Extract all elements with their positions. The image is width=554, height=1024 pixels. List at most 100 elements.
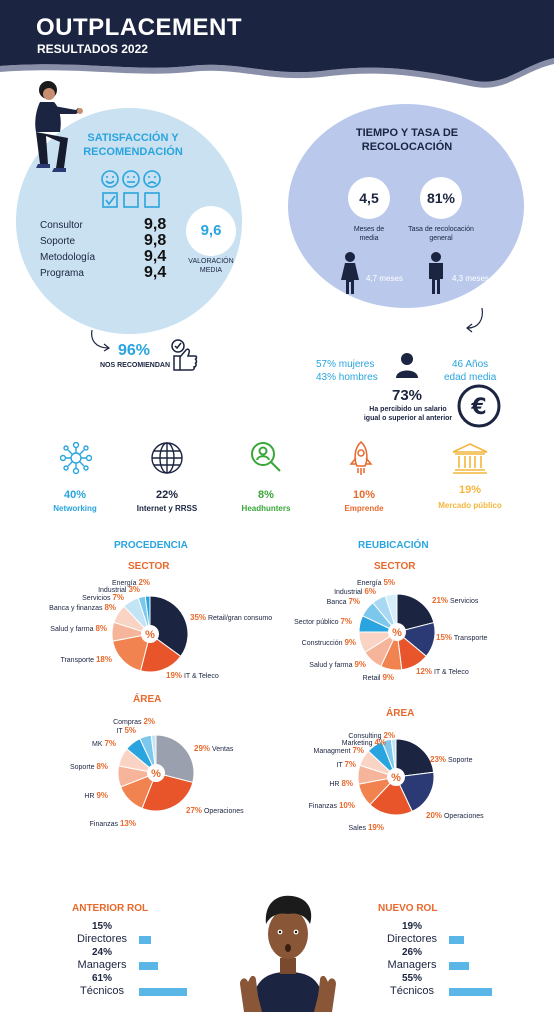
channel-value-0: 40% (63, 489, 87, 501)
network-icon (60, 442, 92, 474)
men-pct: 43% hombres (316, 372, 378, 383)
satisfaction-label-programa: Programa (40, 268, 84, 279)
salary-value: 73% (392, 387, 423, 404)
women-months: 4,7 meses (366, 274, 403, 283)
previous-role-bar-0 (139, 936, 151, 944)
pie0-label-0: 35% Retail/gran consumo (190, 613, 272, 622)
rate-value: 81% (426, 190, 456, 206)
pie0-slice-0 (149, 595, 189, 658)
satisfaction-value-consultor: 9,8 (144, 216, 167, 233)
relocation-sector-title: SECTOR (374, 561, 416, 572)
pie1-label-6: Sector público 7% (294, 617, 352, 626)
pie3-slice-1 (395, 771, 435, 813)
rocket-icon (349, 441, 373, 475)
channel-label-0: Networking (53, 504, 97, 513)
pie3-label-8: Consulting 2% (348, 731, 395, 740)
months-label-1: Meses de (353, 226, 385, 233)
channel-label-1: Internet y RRSS (136, 504, 198, 513)
satisfaction-title-1: SATISFACCIÓN Y (87, 132, 179, 144)
channel-value-1: 22% (155, 489, 179, 501)
pie3-label-1: 20% Operaciones (426, 811, 484, 820)
new-role-pct-0: 19% (401, 921, 422, 932)
curved-arrow-down-icon (466, 307, 483, 333)
recommend-label: NOS RECOMIENDAN (100, 362, 171, 369)
page-subtitle: RESULTADOS 2022 (37, 42, 148, 56)
pie2-center (147, 764, 165, 782)
previous-role-bar-1 (139, 962, 158, 970)
pie2-label-1: 27% Operaciones (186, 806, 244, 815)
previous-role-title: ANTERIOR ROL (72, 903, 149, 914)
pie1-slice-0 (396, 593, 435, 633)
globe-icon (151, 442, 183, 474)
curved-arrow-icon (91, 329, 111, 352)
origin-area-title: ÁREA (133, 694, 162, 705)
previous-role-label-0: Directores (76, 933, 128, 945)
pie1-center (388, 623, 406, 641)
satisfaction-label-metodologia: Metodología (40, 252, 96, 263)
pie3-slice-2 (369, 776, 413, 816)
time-title-2: RECOLOCACIÓN (361, 141, 453, 153)
age-label: edad media (444, 372, 497, 383)
pie2-label-3: HR 9% (84, 791, 108, 800)
satisfaction-value-programa: 9,4 (144, 264, 167, 281)
pie2-label-0: 29% Ventas (194, 744, 234, 753)
pie1-label-8: Industrial 6% (334, 587, 376, 596)
man-icon (429, 252, 443, 294)
average-label-1: VALORACIÓN (188, 258, 234, 265)
previous-role-bar-2 (139, 988, 187, 996)
new-role-bar-0 (449, 936, 464, 944)
pie0-label-5: Servicios 7% (82, 593, 124, 602)
pie2-center-symbol: % (151, 768, 161, 780)
channel-label-2: Headhunters (241, 504, 291, 513)
pie2-label-6: IT 5% (116, 726, 136, 735)
woman-icon (341, 252, 359, 294)
pie0-label-6: Industrial 3% (98, 585, 140, 594)
thumbs-up-icon (171, 339, 198, 371)
previous-role-pct-1: 24% (91, 947, 112, 958)
headhunter-icon (251, 442, 281, 472)
satisfaction-label-consultor: Consultor (40, 220, 83, 231)
pie2-slice-0 (155, 734, 195, 784)
pie0-center (141, 625, 159, 643)
pie0-label-3: Salud y farma 8% (50, 624, 107, 633)
pie1-label-0: 21% Servicios (432, 596, 479, 605)
header-banner (0, 0, 554, 88)
months-circle (348, 177, 390, 219)
new-role-label-2: Técnicos (389, 985, 435, 997)
months-label-2: media (359, 235, 379, 242)
bank-icon (452, 443, 488, 474)
pie0-slice-2 (112, 633, 151, 672)
average-circle (186, 206, 236, 256)
pie2-label-5: MK 7% (92, 739, 116, 748)
previous-role-pct-0: 15% (91, 921, 112, 932)
channel-value-3: 10% (352, 489, 376, 501)
origin-title: PROCEDENCIA (114, 540, 188, 551)
pie3-slice-0 (395, 738, 435, 778)
rate-circle (420, 177, 462, 219)
age-value: 46 Años (452, 359, 489, 370)
previous-role-label-2: Técnicos (79, 985, 125, 997)
page-title: OUTPLACEMENT (36, 14, 242, 41)
new-role-label-1: Managers (387, 959, 437, 971)
pie2-slice-1 (141, 772, 194, 812)
relocation-area-title: ÁREA (386, 708, 415, 719)
pie3-slice-8 (390, 738, 397, 778)
svg-text:€: € (470, 395, 486, 420)
channel-value-2: 8% (258, 489, 274, 501)
satisfaction-value-metodologia: 9,4 (144, 248, 167, 265)
euro-icon: € (457, 384, 501, 428)
pie3-label-5: IT 7% (336, 760, 356, 769)
new-role-label-0: Directores (386, 933, 438, 945)
pie2-label-4: Soporte 8% (70, 762, 108, 771)
rate-label-2: general (429, 235, 453, 242)
pie0-label-2: Transporte 18% (60, 655, 112, 664)
salary-label-1: Ha percibido un salario (369, 406, 447, 413)
pie3-label-6: Managment 7% (314, 746, 364, 755)
pie2-label-2: Finanzas 13% (90, 819, 136, 828)
pie3-label-3: Finanzas 10% (309, 801, 355, 810)
pie1-label-9: Energía 5% (357, 578, 395, 587)
pie0-label-1: 19% IT & Teleco (166, 671, 219, 680)
person-icon (396, 353, 418, 378)
pie1-label-1: 15% Transporte (436, 633, 488, 642)
new-role-pct-2: 55% (401, 973, 422, 984)
